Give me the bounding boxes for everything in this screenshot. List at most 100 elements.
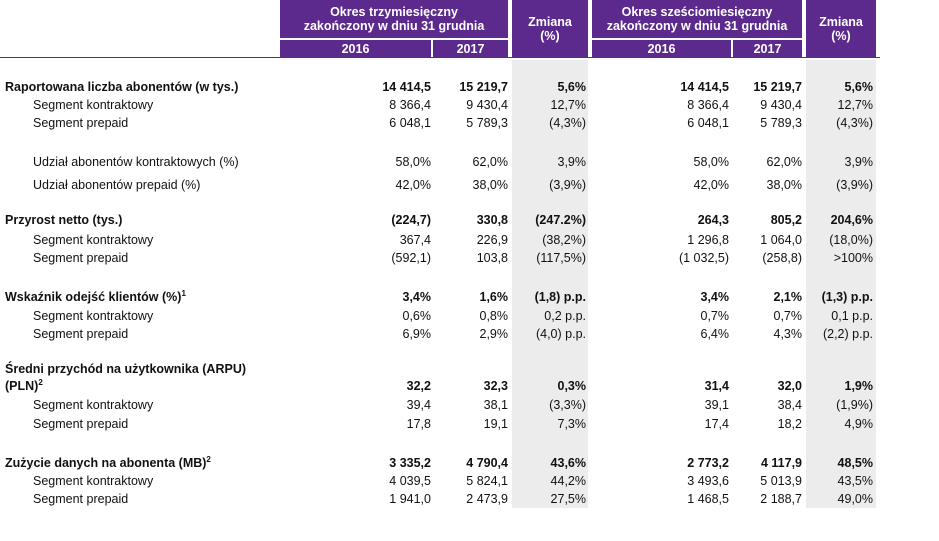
table-cell: 58,0% bbox=[693, 155, 729, 169]
table-cell: 1,9% bbox=[844, 379, 874, 393]
table-cell: 42,0% bbox=[693, 178, 729, 192]
row-label-text: Segment prepaid bbox=[33, 116, 129, 130]
table-cell: 3,4% bbox=[700, 290, 730, 304]
table-cell: 2 188,7 bbox=[760, 492, 802, 506]
table-cell: 39,4 bbox=[406, 398, 431, 412]
table-cell: 2,1% bbox=[773, 290, 803, 304]
table-cell: (592,1) bbox=[391, 251, 431, 265]
table-cell: 103,8 bbox=[476, 251, 508, 265]
table-cell: 5 789,3 bbox=[760, 116, 802, 130]
table-cell: 14 414,5 bbox=[680, 80, 729, 94]
header-year-2017: 2017 bbox=[456, 42, 485, 56]
row-label: Segment kontraktowy bbox=[33, 397, 153, 413]
header-period3: Okres trzymiesięczny zakończony w dniu 3… bbox=[280, 0, 508, 38]
header-year-2017b: 2017 bbox=[753, 42, 782, 56]
table-cell: (3,3%) bbox=[549, 398, 586, 412]
table-cell: 48,5% bbox=[837, 456, 873, 470]
row-label: Udział abonentów kontraktowych (%) bbox=[33, 154, 239, 170]
table-cell: 38,1 bbox=[483, 398, 508, 412]
table-cell: (258,8) bbox=[762, 251, 802, 265]
table-cell: 1 468,5 bbox=[687, 492, 729, 506]
table-cell: 805,2 bbox=[770, 213, 802, 227]
row-label-text: Przyrost netto (tys.) bbox=[5, 213, 123, 227]
row-label: Raportowana liczba abonentów (w tys.) bbox=[5, 79, 238, 95]
change-col-shade-2 bbox=[806, 60, 876, 508]
row-label-text: Segment prepaid bbox=[33, 251, 129, 265]
row-label-text: Udział abonentów prepaid (%) bbox=[33, 178, 201, 192]
table-cell: 17,4 bbox=[704, 417, 729, 431]
header-period6: Okres sześciomiesięczny zakończony w dni… bbox=[592, 0, 802, 38]
table-cell: 3,9% bbox=[844, 155, 874, 169]
table-cell: (2,2) p.p. bbox=[822, 327, 873, 341]
footnote-marker: 1 bbox=[181, 289, 186, 298]
table-cell: 204,6% bbox=[830, 213, 873, 227]
table-cell: 7,3% bbox=[557, 417, 587, 431]
row-label: Segment prepaid bbox=[33, 416, 128, 432]
table-cell: 43,6% bbox=[550, 456, 586, 470]
row-label-text: Segment kontraktowy bbox=[33, 398, 154, 412]
table-cell: 38,4 bbox=[777, 398, 802, 412]
row-label: Zużycie danych na abonenta (MB)2 bbox=[5, 455, 211, 471]
row-label-text: Segment kontraktowy bbox=[33, 474, 154, 488]
table-cell: (4,3%) bbox=[549, 116, 586, 130]
row-label: Segment kontraktowy bbox=[33, 232, 153, 248]
row-label-text: Zużycie danych na abonenta (MB) bbox=[5, 456, 207, 470]
table-cell: 38,0% bbox=[472, 178, 508, 192]
row-label-text: Segment prepaid bbox=[33, 417, 129, 431]
row-label: Segment prepaid bbox=[33, 326, 128, 342]
table-cell: 0,3% bbox=[557, 379, 587, 393]
table-cell: 2,9% bbox=[479, 327, 509, 341]
header-period3-text: Okres trzymiesięczny zakończony w dniu 3… bbox=[303, 5, 485, 33]
table-cell: 0,2 p.p. bbox=[544, 309, 586, 323]
table-cell: 3 493,6 bbox=[687, 474, 729, 488]
row-label-text: Udział abonentów kontraktowych (%) bbox=[33, 155, 239, 169]
table-cell: 3,9% bbox=[557, 155, 587, 169]
table-cell: (1,8) p.p. bbox=[534, 290, 586, 304]
row-label-text: Wskaźnik odejść klientów (%) bbox=[5, 290, 182, 304]
table-cell: 367,4 bbox=[399, 233, 431, 247]
row-label: Segment prepaid bbox=[33, 115, 128, 131]
table-cell: (3,9%) bbox=[549, 178, 586, 192]
table-cell: (247.2%) bbox=[535, 213, 586, 227]
table-cell: 39,1 bbox=[704, 398, 729, 412]
table-cell: 15 219,7 bbox=[459, 80, 508, 94]
row-label: (PLN)2 bbox=[5, 378, 43, 394]
table-cell: 4,3% bbox=[773, 327, 803, 341]
table-cell: 19,1 bbox=[483, 417, 508, 431]
header-period3-2017: 2017 bbox=[433, 40, 508, 58]
header-change-2: Zmiana (%) bbox=[806, 0, 876, 58]
table-cell: 6,9% bbox=[402, 327, 432, 341]
table-cell: (1,9%) bbox=[836, 398, 873, 412]
table-cell: 2 473,9 bbox=[466, 492, 508, 506]
table-cell: 5,6% bbox=[844, 80, 874, 94]
table-cell: 6,4% bbox=[700, 327, 730, 341]
table-cell: 8 366,4 bbox=[687, 98, 729, 112]
header-year-2016b: 2016 bbox=[647, 42, 676, 56]
footnote-marker: 2 bbox=[206, 455, 211, 464]
table-cell: 3 335,2 bbox=[389, 456, 431, 470]
row-label-text: Segment kontraktowy bbox=[33, 233, 154, 247]
header-period6-2016: 2016 bbox=[592, 40, 731, 58]
table-cell: 1,6% bbox=[479, 290, 509, 304]
footnote-marker: 2 bbox=[38, 378, 43, 387]
row-label-text: Średni przychód na użytkownika (ARPU) bbox=[5, 362, 247, 376]
row-label: Segment kontraktowy bbox=[33, 97, 153, 113]
table-cell: 0,1 p.p. bbox=[831, 309, 873, 323]
table-cell: 38,0% bbox=[766, 178, 802, 192]
header-period6-2017: 2017 bbox=[733, 40, 802, 58]
table-cell: 6 048,1 bbox=[687, 116, 729, 130]
table-cell: 5 824,1 bbox=[466, 474, 508, 488]
table-cell: 5 789,3 bbox=[466, 116, 508, 130]
table-cell: 3,4% bbox=[402, 290, 432, 304]
table-cell: 6 048,1 bbox=[389, 116, 431, 130]
table-cell: 42,0% bbox=[395, 178, 431, 192]
table-cell: 62,0% bbox=[766, 155, 802, 169]
table-cell: 43,5% bbox=[837, 474, 873, 488]
table-cell: (38,2%) bbox=[542, 233, 586, 247]
header-year-2016: 2016 bbox=[341, 42, 370, 56]
header-period3-2016: 2016 bbox=[280, 40, 431, 58]
table-cell: 2 773,2 bbox=[687, 456, 729, 470]
header-rule bbox=[0, 57, 880, 58]
table-cell: 1 296,8 bbox=[687, 233, 729, 247]
table-cell: 58,0% bbox=[395, 155, 431, 169]
